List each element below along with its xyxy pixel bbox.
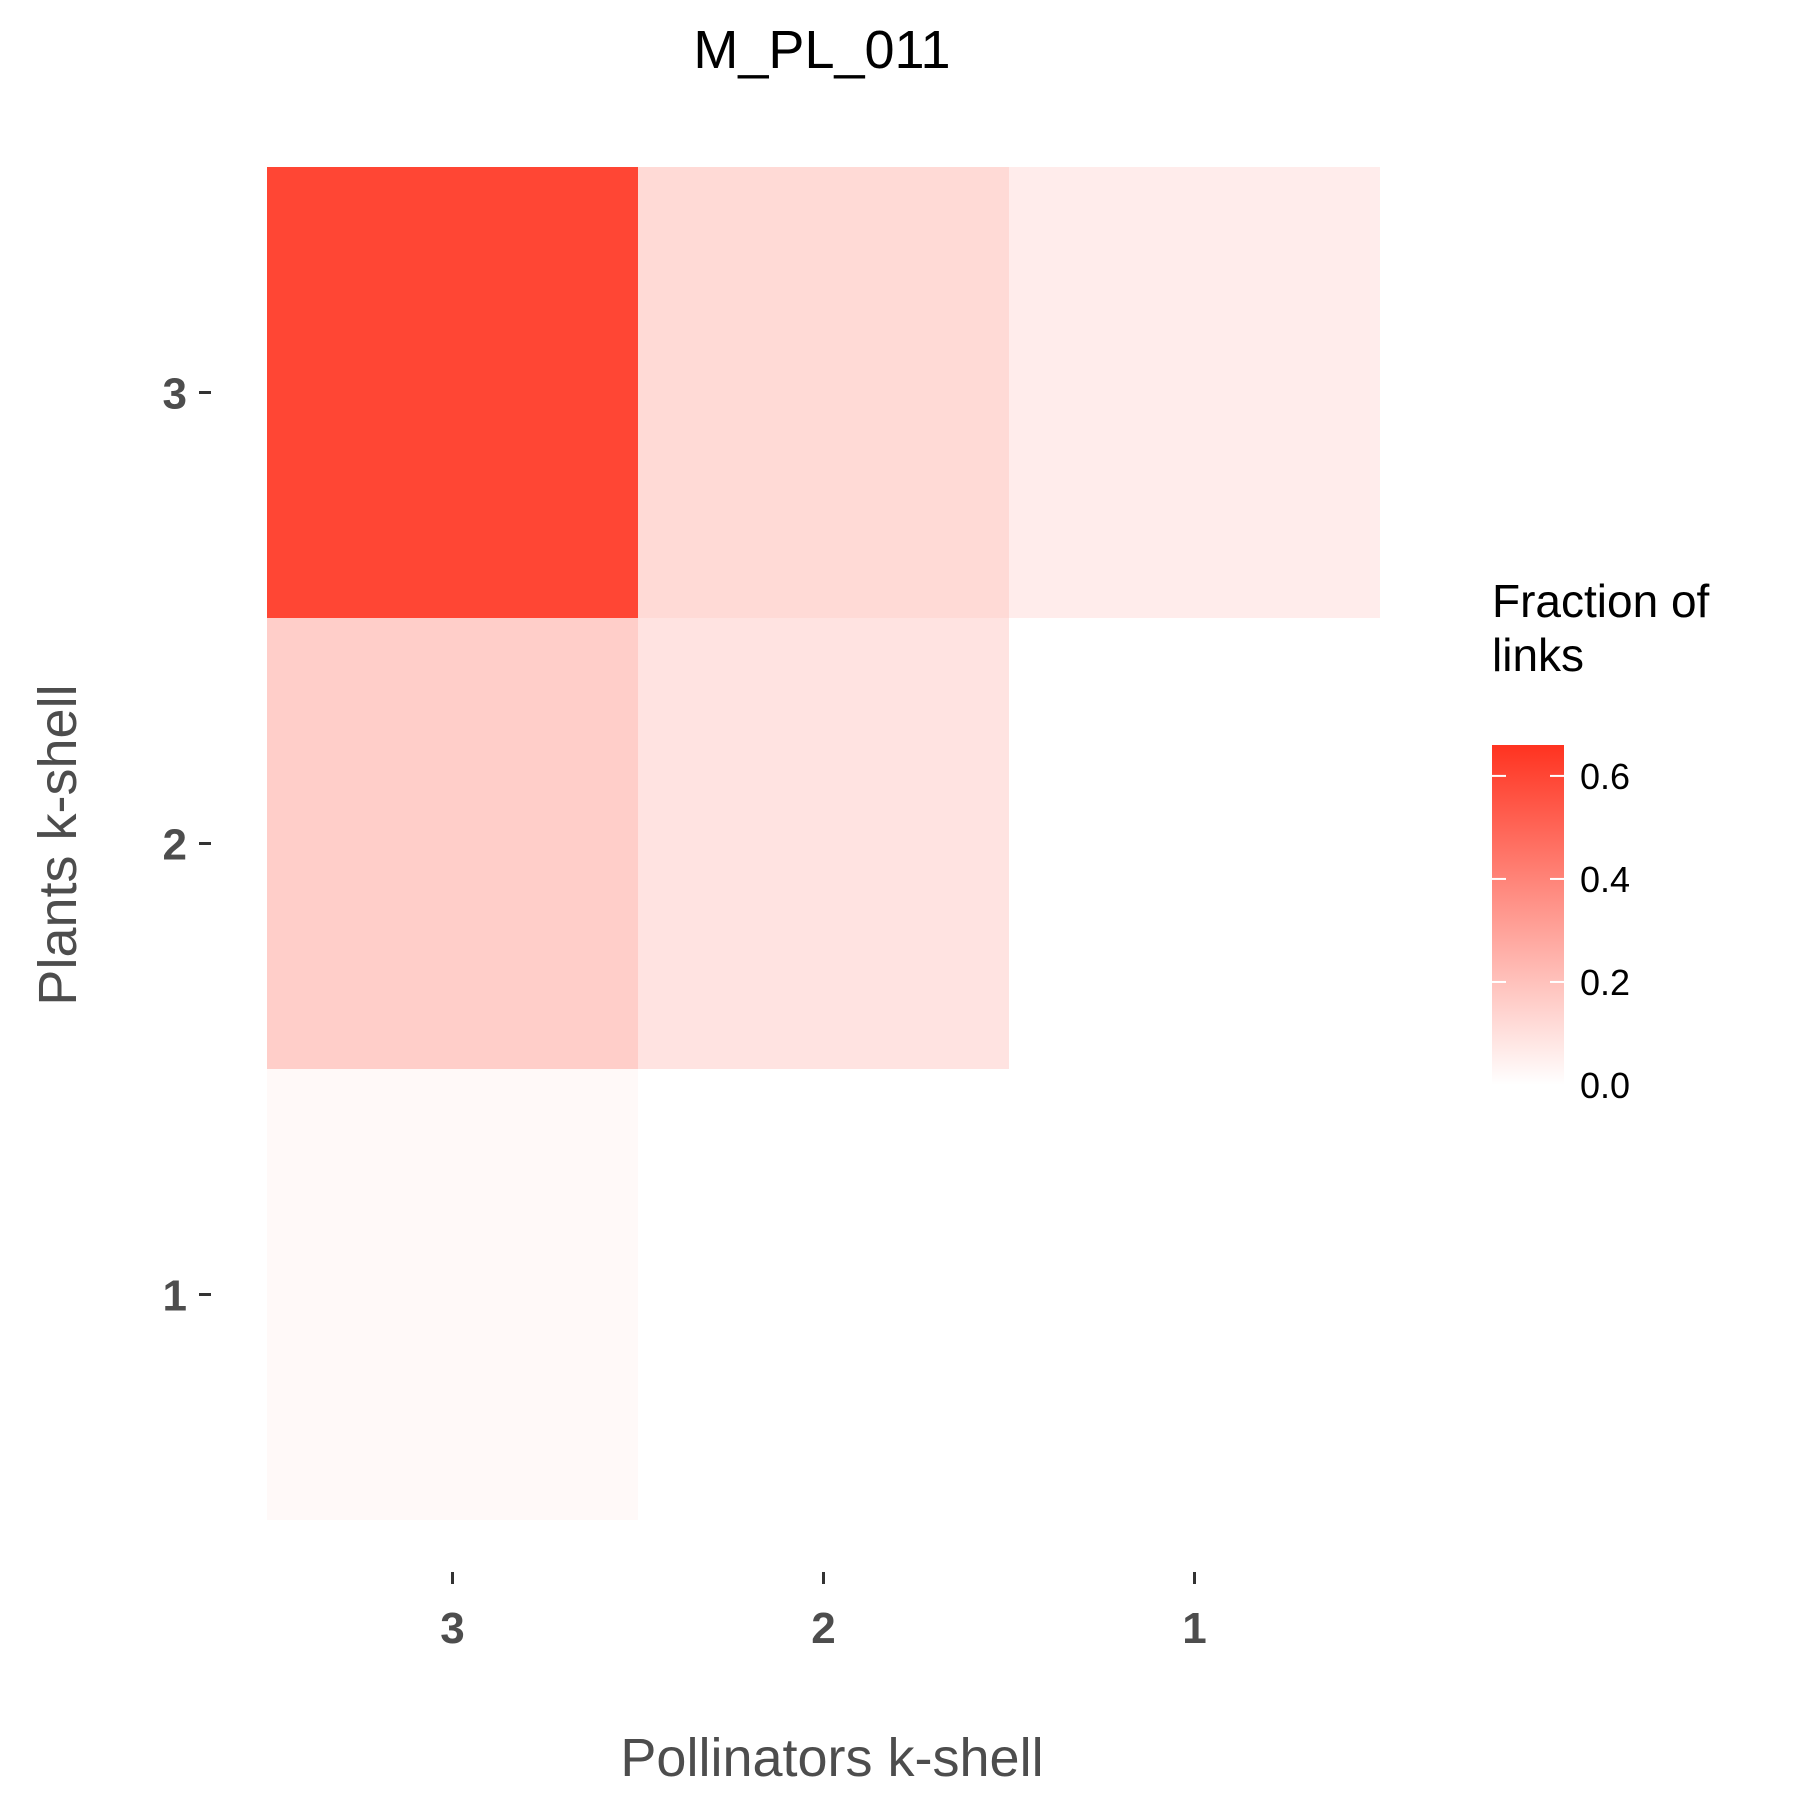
y-axis-title: Plants k-shell	[28, 684, 88, 1005]
x-tick-label: 1	[1182, 1604, 1206, 1653]
legend-title-line-2: links	[1492, 629, 1584, 681]
legend-ticks: 0.0 0.2 0.4 0.6	[1492, 756, 1630, 1106]
heatmap-cell-x1-y3	[1009, 167, 1380, 618]
legend-tick-label: 0.0	[1580, 1065, 1630, 1106]
x-tick-label: 2	[811, 1604, 835, 1653]
legend-tick-label: 0.6	[1580, 756, 1630, 797]
heatmap-cell-x3-y3	[267, 167, 638, 618]
heatmap-cell-x2-y3	[638, 167, 1009, 618]
x-tick-label: 3	[440, 1604, 464, 1653]
heatmap-cell-x3-y1	[267, 1069, 638, 1520]
heatmap-cell-x2-y2	[638, 618, 1009, 1069]
y-tick-label: 1	[163, 1272, 187, 1321]
chart-title: M_PL_011	[693, 20, 950, 80]
heatmap-cells	[267, 167, 1380, 1520]
x-axis: 3 2 1	[440, 1572, 1207, 1653]
y-axis: 3 2 1	[163, 370, 211, 1321]
y-tick-label: 3	[163, 370, 187, 419]
legend: Fraction of links 0.0 0.2 0.4 0.6	[1492, 575, 1710, 1106]
y-tick-label: 2	[163, 821, 187, 870]
legend-color-bar	[1492, 745, 1564, 1085]
legend-title-line-1: Fraction of	[1492, 575, 1710, 627]
heatmap-cell-x3-y2	[267, 618, 638, 1069]
x-axis-title: Pollinators k-shell	[620, 1728, 1043, 1788]
legend-tick-label: 0.2	[1580, 962, 1630, 1003]
legend-tick-label: 0.4	[1580, 859, 1630, 900]
